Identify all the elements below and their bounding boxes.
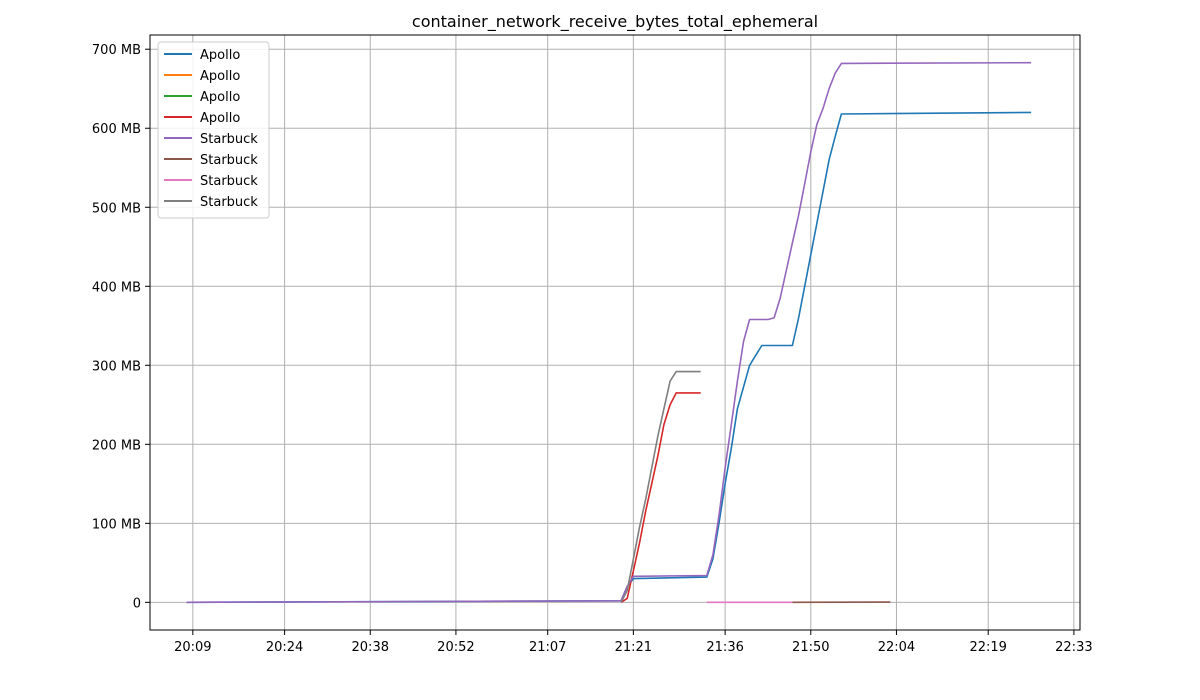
- series-line-0: [186, 111, 1032, 604]
- y-tick-label: 500 MB: [92, 201, 141, 216]
- y-tick-label: 100 MB: [92, 517, 141, 532]
- y-tick-label: 400 MB: [92, 280, 141, 295]
- x-tick-label: 20:24: [266, 640, 303, 655]
- grid: [150, 35, 1080, 630]
- legend-label: Starbuck: [200, 132, 258, 147]
- legend-label: Apollo: [200, 69, 240, 84]
- series-line-4: [186, 61, 1032, 604]
- plot-frame: [149, 34, 1081, 631]
- legend-label: Apollo: [200, 111, 240, 126]
- x-tick-label: 20:52: [437, 640, 474, 655]
- x-tick-label: 21:36: [706, 640, 743, 655]
- legend-label: Starbuck: [200, 195, 258, 210]
- y-tick-label: 200 MB: [92, 438, 141, 453]
- y-tick-label: 700 MB: [92, 43, 141, 58]
- legend: Apollo Apollo Apollo Apollo Starbuck Starbuck…: [157, 41, 270, 219]
- y-tick-label: 0: [133, 596, 141, 611]
- x-tick-label: 21:07: [529, 640, 566, 655]
- legend-label: Starbuck: [200, 153, 258, 168]
- axes: 20:09 20:24 20:38 20:52 21:07 21:21 21:36 21:50…: [92, 43, 1093, 655]
- legend-label: Starbuck: [200, 174, 258, 189]
- legend-label: Apollo: [200, 48, 240, 63]
- y-tick-label: 300 MB: [92, 359, 141, 374]
- x-tick-label: 22:04: [878, 640, 915, 655]
- series-lines: [186, 61, 1032, 604]
- y-tick-label: 600 MB: [92, 122, 141, 137]
- x-tick-label: 20:09: [174, 640, 211, 655]
- series-line-7: [620, 370, 701, 603]
- x-tick-label: 21:21: [615, 640, 652, 655]
- x-tick-label: 20:38: [352, 640, 389, 655]
- x-tick-label: 21:50: [792, 640, 829, 655]
- legend-label: Apollo: [200, 90, 240, 105]
- x-tick-label: 22:19: [969, 640, 1006, 655]
- chart-title: container_network_receive_bytes_total_ep…: [412, 12, 818, 32]
- legend-box: [157, 41, 270, 219]
- x-tick-label: 22:33: [1055, 640, 1092, 655]
